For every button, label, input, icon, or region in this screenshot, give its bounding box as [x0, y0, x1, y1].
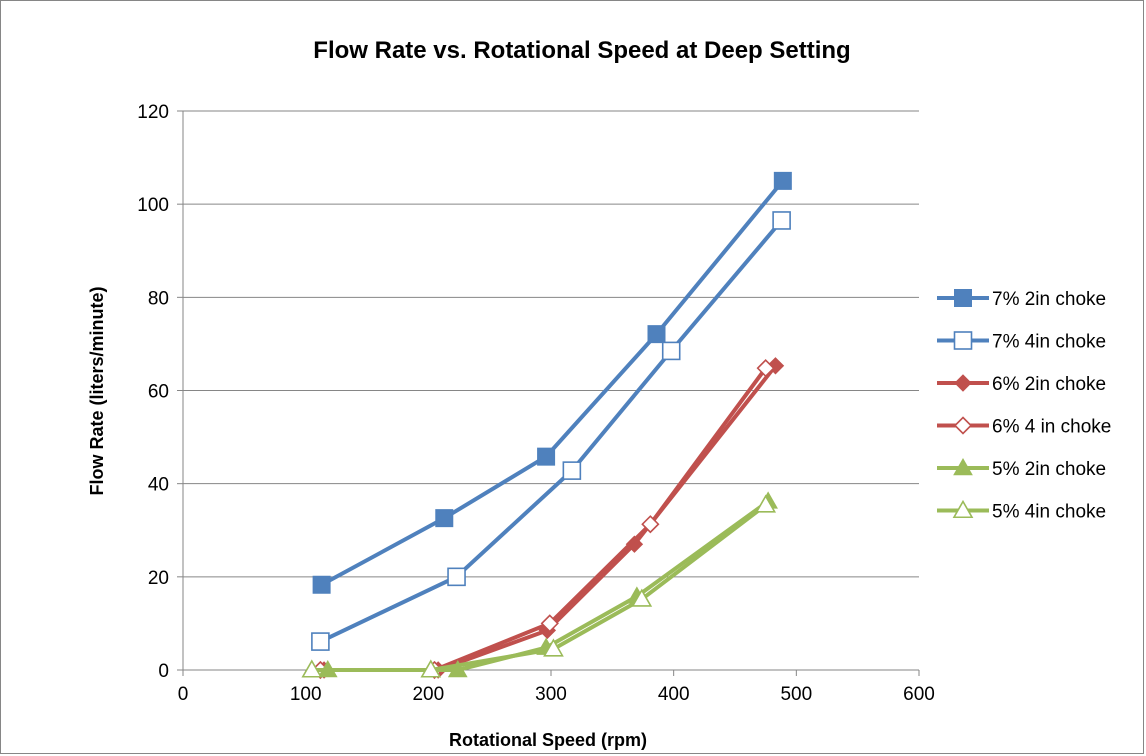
legend-item: 5% 4in choke	[937, 499, 1106, 523]
data-point	[420, 659, 442, 678]
data-point	[312, 575, 331, 594]
data-point	[661, 341, 681, 361]
data-point	[562, 461, 582, 480]
data-point	[543, 638, 564, 657]
tick-labels: 0 20 40 60 80 100 120 0 100 200 300 400 500 600	[137, 102, 935, 705]
legend-label: 6% 2in choke	[992, 374, 1106, 395]
data-point	[756, 359, 775, 378]
series-line	[311, 503, 767, 672]
y-axis-title: Flow Rate (liters/minute)	[87, 286, 107, 495]
y-tick-label: 60	[148, 382, 169, 403]
data-point	[537, 447, 556, 466]
y-tick-label: 40	[148, 475, 169, 496]
legend-item: 5% 2in choke	[937, 457, 1106, 480]
legend-label: 7% 4in choke	[992, 332, 1106, 353]
x-tick-label: 100	[290, 684, 322, 705]
x-tick-label: 600	[903, 684, 935, 705]
y-tick-label: 120	[137, 102, 169, 123]
data-point	[772, 211, 791, 230]
data-point	[311, 632, 330, 651]
series-1	[312, 171, 792, 594]
legend-marker	[953, 416, 973, 435]
y-tick-label: 20	[148, 568, 169, 589]
y-tick-label: 100	[137, 195, 169, 216]
legend-item: 6% 2in choke	[937, 374, 1106, 395]
legend: 7% 2in choke 7% 4in choke 6% 2in choke 6% 4…	[937, 289, 1111, 523]
data-point	[755, 494, 777, 513]
series-line	[320, 179, 785, 587]
axes	[177, 110, 920, 676]
legend-label: 5% 4in choke	[992, 502, 1106, 523]
data-point	[435, 509, 454, 528]
data-point	[631, 588, 653, 607]
x-tick-label: 200	[412, 684, 444, 705]
chart-title: Flow Rate vs. Rotational Speed at Deep S…	[313, 37, 850, 64]
data-point	[447, 567, 466, 587]
data-point	[641, 515, 660, 534]
legend-item: 7% 2in choke	[937, 289, 1106, 310]
legend-marker	[954, 374, 972, 392]
series-2	[311, 211, 791, 651]
legend-item: 7% 4in choke	[937, 331, 1106, 353]
x-tick-label: 400	[658, 684, 690, 705]
data-point	[647, 325, 666, 344]
y-tick-label: 0	[158, 661, 169, 682]
legend-label: 6% 4 in choke	[992, 417, 1111, 438]
legend-marker	[953, 331, 973, 350]
data-point	[625, 535, 644, 553]
legend-marker	[952, 499, 974, 519]
data-point	[301, 659, 323, 678]
x-tick-label: 0	[178, 684, 189, 705]
legend-label: 5% 2in choke	[992, 459, 1106, 480]
legend-item: 6% 4 in choke	[937, 416, 1111, 438]
x-axis-title: Rotational Speed (rpm)	[449, 730, 647, 750]
data-point	[540, 614, 559, 633]
data-point	[773, 171, 792, 190]
series-line	[319, 219, 784, 644]
x-tick-label: 300	[535, 684, 567, 705]
data-point	[447, 659, 468, 678]
legend-marker	[954, 289, 972, 307]
legend-marker	[953, 457, 973, 476]
gridlines	[183, 110, 919, 578]
series-layer	[301, 171, 792, 680]
series-6	[301, 494, 777, 678]
y-tick-label: 80	[148, 288, 169, 309]
x-tick-label: 500	[780, 684, 812, 705]
legend-label: 7% 2in choke	[992, 289, 1106, 310]
